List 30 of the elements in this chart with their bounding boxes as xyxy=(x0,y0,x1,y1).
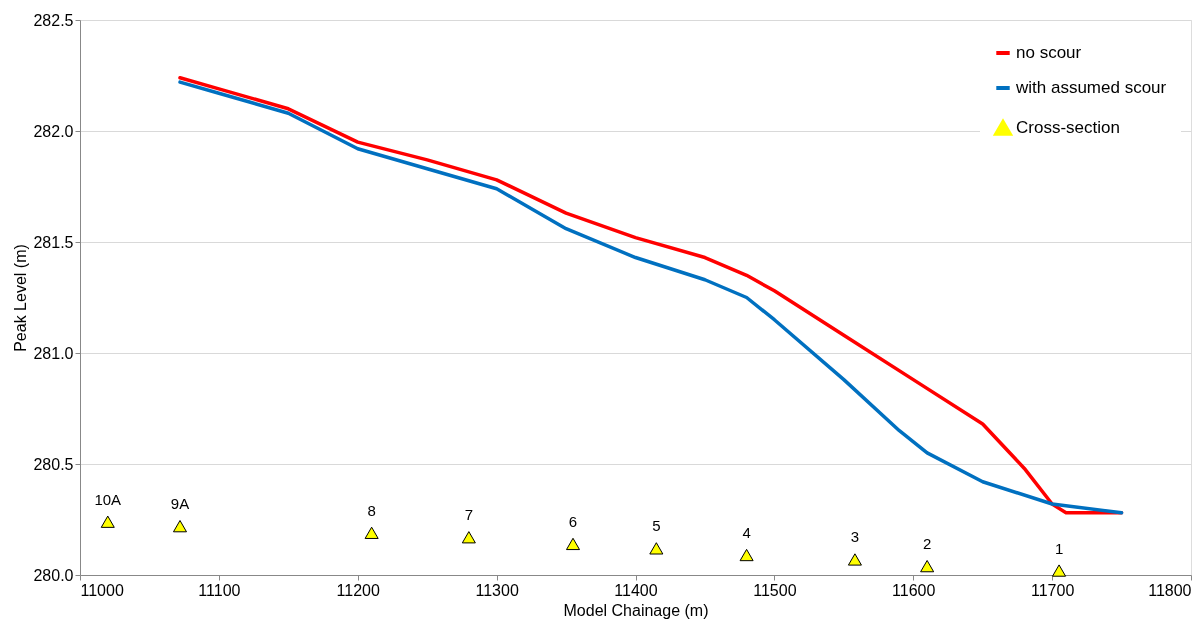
legend-label: no scour xyxy=(1016,43,1082,62)
x-tick-label: 11200 xyxy=(336,581,380,599)
x-axis-title: Model Chainage (m) xyxy=(563,601,709,619)
legend-label: Cross-section xyxy=(1016,118,1120,137)
x-tick-label: 11700 xyxy=(1030,581,1075,599)
annotation: 1 xyxy=(1054,539,1064,557)
annotation: 4 xyxy=(742,524,751,542)
x-tick-label: 11600 xyxy=(892,581,936,599)
annotation: 8 xyxy=(367,501,376,519)
y-tick-label: 280.0 xyxy=(33,566,74,584)
y-tick-label: 282.0 xyxy=(33,122,74,140)
annotation: 3 xyxy=(850,528,860,546)
x-tick-label: 11500 xyxy=(753,581,797,599)
annotation: 7 xyxy=(464,506,474,524)
annotation: 6 xyxy=(568,512,578,530)
y-tick-label: 281.5 xyxy=(33,233,74,251)
x-tick-label: 11800 xyxy=(1148,581,1192,599)
legend-label: with assumed scour xyxy=(1015,78,1167,97)
annotation: 5 xyxy=(652,517,661,535)
x-tick-label: 11000 xyxy=(80,581,124,599)
y-tick-label: 280.5 xyxy=(33,455,74,473)
x-tick-label: 11400 xyxy=(614,581,658,599)
y-tick-label: 281.0 xyxy=(33,344,74,362)
annotation: 2 xyxy=(922,535,932,553)
y-tick-label: 282.5 xyxy=(33,11,74,29)
x-tick-label: 11300 xyxy=(475,581,519,599)
y-axis-title: Peak Level (m) xyxy=(12,244,30,352)
annotation: 9A xyxy=(170,495,190,513)
x-tick-label: 11100 xyxy=(198,581,241,599)
annotation: 10A xyxy=(94,490,122,508)
